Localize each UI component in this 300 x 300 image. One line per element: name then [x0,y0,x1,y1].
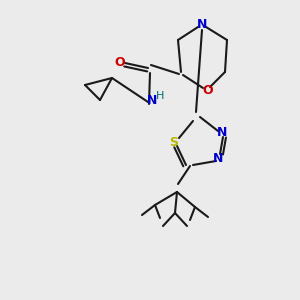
Text: N: N [147,94,157,106]
Text: H: H [156,91,164,101]
Text: S: S [169,136,178,148]
Text: N: N [197,19,207,32]
Text: N: N [213,152,223,164]
Text: O: O [115,56,125,70]
Text: O: O [203,83,213,97]
Text: N: N [217,127,227,140]
